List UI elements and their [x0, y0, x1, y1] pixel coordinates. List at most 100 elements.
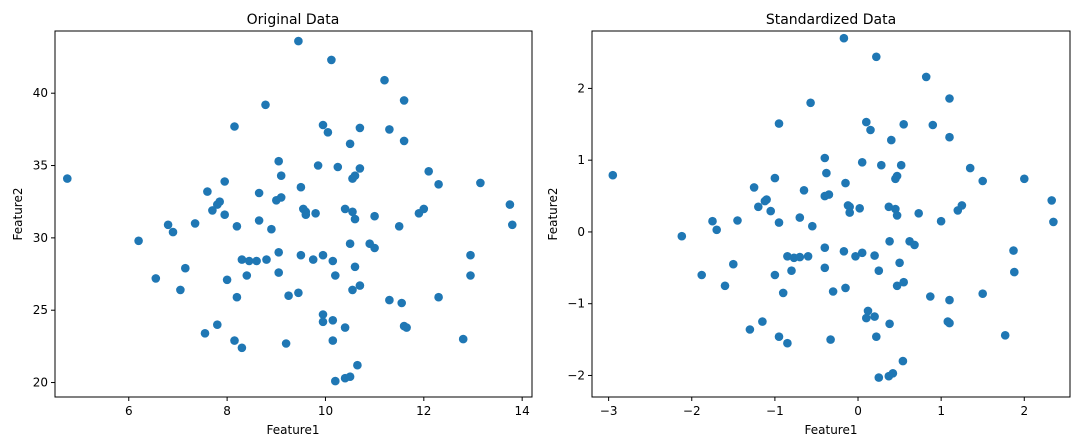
- data-point: [749, 183, 759, 192]
- data-point: [910, 240, 919, 250]
- data-point: [296, 250, 306, 260]
- data-point: [787, 266, 796, 276]
- data-points: [608, 33, 1058, 382]
- data-point: [839, 247, 849, 256]
- original-data-plot: Original Data Feature1 Feature2 6 8 10 12 14…: [11, 12, 533, 437]
- data-point: [754, 202, 763, 212]
- data-point: [945, 132, 954, 142]
- data-point: [887, 135, 896, 145]
- data-point: [318, 120, 328, 130]
- data-point: [151, 274, 161, 283]
- y-tick-label: 1: [577, 153, 585, 167]
- data-point: [1047, 196, 1056, 205]
- data-point: [872, 52, 881, 62]
- data-point: [892, 171, 902, 181]
- data-point: [928, 120, 938, 130]
- data-point: [841, 283, 850, 293]
- x-tick-label: 6: [125, 404, 133, 418]
- data-point: [242, 271, 252, 280]
- data-point: [857, 248, 867, 258]
- data-point: [370, 211, 379, 221]
- data-point: [328, 336, 338, 345]
- data-point: [323, 128, 333, 137]
- data-point: [311, 209, 320, 218]
- data-point: [434, 292, 443, 302]
- data-point: [267, 224, 276, 234]
- data-point: [385, 125, 394, 134]
- data-point: [874, 373, 884, 382]
- data-point: [424, 167, 434, 176]
- data-point: [296, 182, 306, 192]
- data-point: [163, 220, 173, 230]
- plot-frame: [591, 30, 1071, 398]
- data-point: [855, 204, 864, 213]
- data-point: [308, 255, 318, 264]
- data-point: [508, 220, 517, 230]
- data-point: [885, 319, 894, 329]
- data-point: [936, 216, 946, 226]
- data-point: [313, 161, 323, 170]
- data-point: [274, 156, 284, 166]
- x-tick-label: −1: [766, 404, 784, 418]
- data-point: [845, 208, 854, 217]
- y-axis-label: Feature2: [11, 188, 25, 241]
- data-point: [841, 178, 850, 188]
- data-point: [419, 204, 429, 214]
- y-tick-label: 2: [577, 81, 585, 95]
- data-point: [458, 334, 468, 344]
- data-point: [394, 222, 404, 231]
- data-point: [348, 207, 357, 217]
- data-point: [318, 310, 328, 319]
- y-tick-label: 20: [33, 376, 48, 390]
- data-point: [892, 211, 902, 220]
- data-point: [328, 316, 338, 325]
- data-point: [348, 285, 357, 295]
- data-point: [274, 248, 284, 257]
- data-point: [318, 317, 328, 327]
- x-tick-label: 0: [854, 404, 862, 418]
- data-point: [397, 298, 407, 308]
- data-point: [252, 256, 261, 266]
- data-point: [795, 252, 805, 262]
- data-point: [301, 210, 311, 219]
- data-point: [874, 266, 884, 276]
- data-point: [866, 125, 875, 135]
- data-point: [505, 200, 515, 209]
- data-point: [770, 270, 780, 280]
- x-tick-label: 2: [1020, 404, 1028, 418]
- data-point: [230, 122, 239, 131]
- data-point: [978, 289, 987, 299]
- data-point: [331, 376, 340, 386]
- data-point: [877, 160, 886, 170]
- data-point: [345, 239, 355, 248]
- data-point: [284, 291, 293, 301]
- data-point: [1049, 217, 1058, 227]
- data-point: [213, 200, 222, 209]
- data-point: [608, 170, 618, 180]
- data-point: [380, 75, 389, 85]
- data-point: [783, 251, 792, 261]
- data-point: [884, 202, 894, 212]
- data-point: [181, 263, 190, 273]
- data-point: [851, 251, 860, 261]
- data-point: [870, 251, 879, 260]
- data-point: [318, 250, 328, 260]
- data-point: [774, 119, 784, 128]
- data-point: [168, 227, 178, 237]
- data-point: [350, 171, 360, 180]
- data-point: [244, 256, 254, 266]
- data-point: [843, 201, 853, 210]
- data-point: [839, 33, 849, 43]
- data-point: [822, 168, 831, 178]
- data-point: [203, 187, 212, 196]
- data-point: [770, 173, 780, 183]
- data-point: [820, 153, 830, 163]
- data-point: [466, 250, 475, 260]
- data-point: [712, 225, 721, 235]
- x-axis-label: Feature1: [805, 423, 858, 437]
- data-point: [208, 206, 217, 215]
- data-point: [213, 320, 222, 330]
- chart-title: Original Data: [247, 12, 340, 28]
- x-tick-label: 12: [416, 404, 431, 418]
